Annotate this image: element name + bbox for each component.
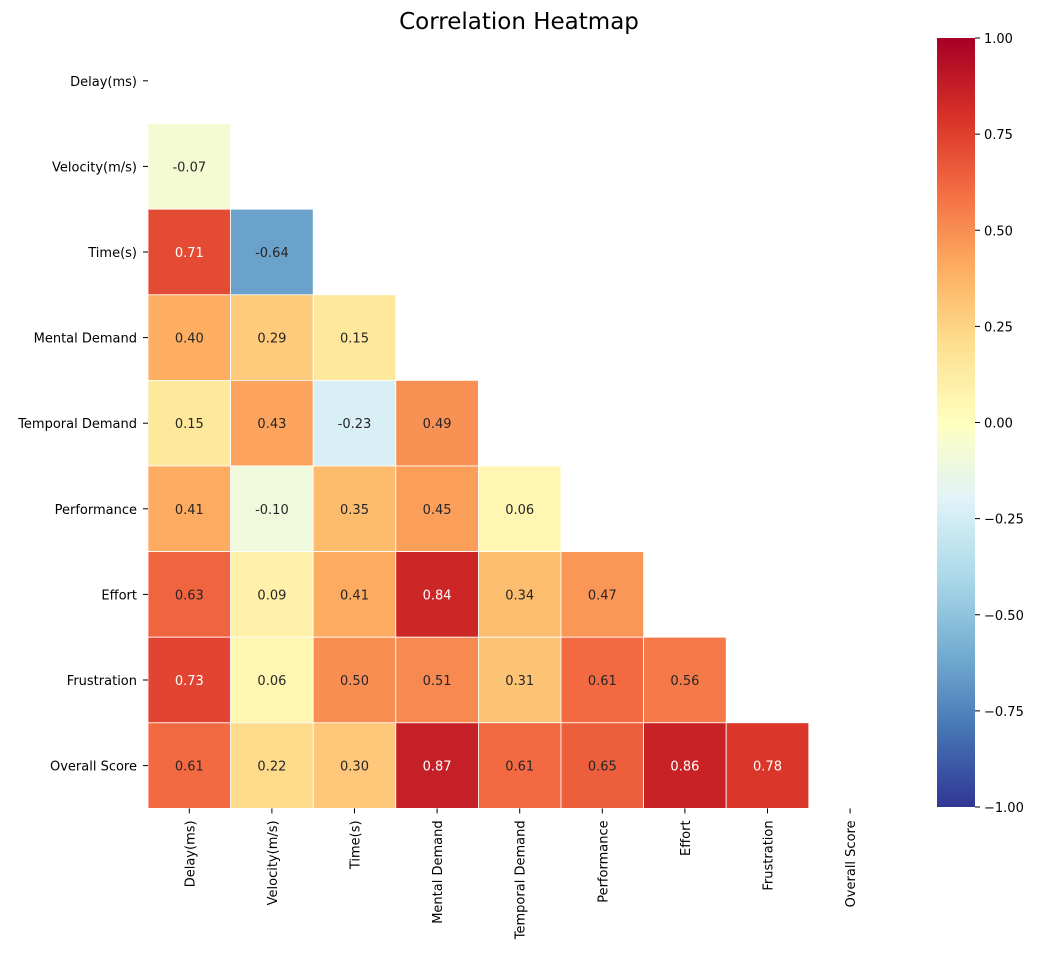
heatmap-cell <box>230 465 314 552</box>
heatmap-cell-value: 0.40 <box>175 332 204 347</box>
heatmap-cell-value: 0.15 <box>340 332 369 347</box>
heatmap-cell-value: 0.30 <box>340 760 369 775</box>
heatmap-cell <box>147 636 231 724</box>
heatmap-cell-value: 0.56 <box>670 674 699 689</box>
colorbar-tick-label: 0.00 <box>984 417 1013 432</box>
heatmap-cell <box>560 636 644 724</box>
heatmap-cell <box>230 636 314 724</box>
heatmap-cell <box>725 722 810 809</box>
heatmap-cell-value: 0.15 <box>175 417 204 432</box>
heatmap-cell <box>312 722 397 809</box>
heatmap-cell-value: 0.87 <box>423 760 452 775</box>
heatmap-cell-value: 0.61 <box>175 760 204 775</box>
heatmap-cell-value: 0.29 <box>257 332 286 347</box>
heatmap-cell-value: 0.78 <box>753 760 782 775</box>
x-axis-tick-labels: Delay(ms) Velocity(m/s) Time(s) Mental Dema… <box>183 808 859 940</box>
heatmap-cell-value: 0.45 <box>423 503 452 518</box>
colorbar-tick-label: 1.00 <box>984 32 1013 47</box>
heatmap-cell <box>230 379 314 467</box>
heatmap-cell-value: 0.61 <box>505 760 534 775</box>
heatmap-cell-value: 0.51 <box>423 674 452 689</box>
colorbar-tick-label: −0.75 <box>984 705 1024 720</box>
heatmap-cell <box>395 379 479 467</box>
heatmap-cell <box>312 294 397 381</box>
heatmap-cell <box>560 722 644 809</box>
y-axis-tick-labels: Delay(ms) Velocity(m/s) Time(s) Mental Dema… <box>17 75 148 775</box>
heatmap-cell-value: 0.31 <box>505 674 534 689</box>
heatmap-cell <box>147 123 231 210</box>
colorbar-tick-label: −0.25 <box>984 513 1024 528</box>
heatmap-cell-value: 0.61 <box>588 674 617 689</box>
y-tick-label: Mental Demand <box>34 332 137 347</box>
heatmap-cell <box>230 208 314 296</box>
y-tick-label: Velocity(m/s) <box>52 160 137 175</box>
heatmap-cell <box>477 551 562 638</box>
heatmap-cell-value: 0.71 <box>175 246 204 261</box>
heatmap-cell-value: -0.23 <box>338 417 372 432</box>
heatmap-cell <box>477 465 562 552</box>
heatmap-cell <box>643 636 727 724</box>
heatmap-cells: -0.07 0.71 -0.64 0.40 0.29 0.15 0.15 0.43 -0.23 0… <box>147 123 810 809</box>
colorbar-gradient <box>937 38 975 807</box>
heatmap-cell-value: 0.41 <box>340 588 369 603</box>
heatmap-cell-value: 0.73 <box>175 674 204 689</box>
y-tick-label: Time(s) <box>87 246 137 261</box>
x-tick-label: Performance <box>596 820 611 902</box>
heatmap-cell <box>560 551 644 638</box>
x-tick-label: Frustration <box>762 820 777 890</box>
heatmap-cell-value: -0.64 <box>255 246 289 261</box>
heatmap-cell-value: 0.47 <box>588 588 617 603</box>
heatmap-cell-value: 0.41 <box>175 503 204 518</box>
heatmap-cell <box>312 551 397 638</box>
heatmap-cell-value: 0.49 <box>423 417 452 432</box>
heatmap-cell-value: 0.22 <box>257 760 286 775</box>
heatmap-cell <box>147 722 231 809</box>
heatmap-cell-value: 0.43 <box>257 417 286 432</box>
heatmap-cell-value: -0.10 <box>255 503 289 518</box>
x-tick-label: Overall Score <box>844 820 859 907</box>
chart-title: Correlation Heatmap <box>399 9 639 35</box>
y-tick-label: Delay(ms) <box>70 75 137 90</box>
x-tick-label: Mental Demand <box>431 820 446 923</box>
y-tick-label: Overall Score <box>50 760 137 775</box>
x-tick-label: Velocity(m/s) <box>266 820 281 905</box>
y-tick-label: Frustration <box>67 674 137 689</box>
heatmap-cell-value: 0.86 <box>670 760 699 775</box>
y-tick-label: Effort <box>101 588 137 603</box>
colorbar-tick-label: 0.75 <box>984 128 1013 143</box>
heatmap-cell <box>395 465 479 552</box>
heatmap-cell-value: 0.06 <box>257 674 286 689</box>
heatmap-cell <box>230 551 314 638</box>
heatmap-cell <box>395 551 479 638</box>
x-tick-label: Delay(ms) <box>183 820 198 887</box>
heatmap-cell <box>395 636 479 724</box>
heatmap-cell-value: 0.65 <box>588 760 617 775</box>
heatmap-cell <box>643 722 727 809</box>
colorbar-tick-label: −0.50 <box>984 609 1024 624</box>
heatmap-cell-value: 0.35 <box>340 503 369 518</box>
heatmap-cell <box>312 465 397 552</box>
heatmap-cell-value: -0.07 <box>172 160 206 175</box>
heatmap-cell <box>230 294 314 381</box>
heatmap-cell-value: 0.09 <box>257 588 286 603</box>
heatmap-cell-value: 0.06 <box>505 503 534 518</box>
heatmap-cell-value: 0.50 <box>340 674 369 689</box>
heatmap-cell-value: 0.34 <box>505 588 534 603</box>
x-tick-label: Effort <box>679 820 694 856</box>
colorbar-tick-label: 0.50 <box>984 224 1013 239</box>
heatmap-cell <box>147 208 231 296</box>
heatmap-cell <box>147 294 231 381</box>
heatmap-cell-value: 0.63 <box>175 588 204 603</box>
y-tick-label: Temporal Demand <box>17 417 137 432</box>
x-tick-label: Time(s) <box>349 820 364 870</box>
colorbar-tick-label: 0.25 <box>984 320 1013 335</box>
y-tick-label: Performance <box>55 503 137 518</box>
heatmap-cell-value: 0.84 <box>423 588 452 603</box>
colorbar-tick-label: −1.00 <box>984 801 1024 816</box>
x-tick-label: Temporal Demand <box>514 820 529 940</box>
colorbar: 1.00 0.75 0.50 0.25 0.00 −0.25 −0.50 −0.75 −1.00 <box>937 32 1024 816</box>
